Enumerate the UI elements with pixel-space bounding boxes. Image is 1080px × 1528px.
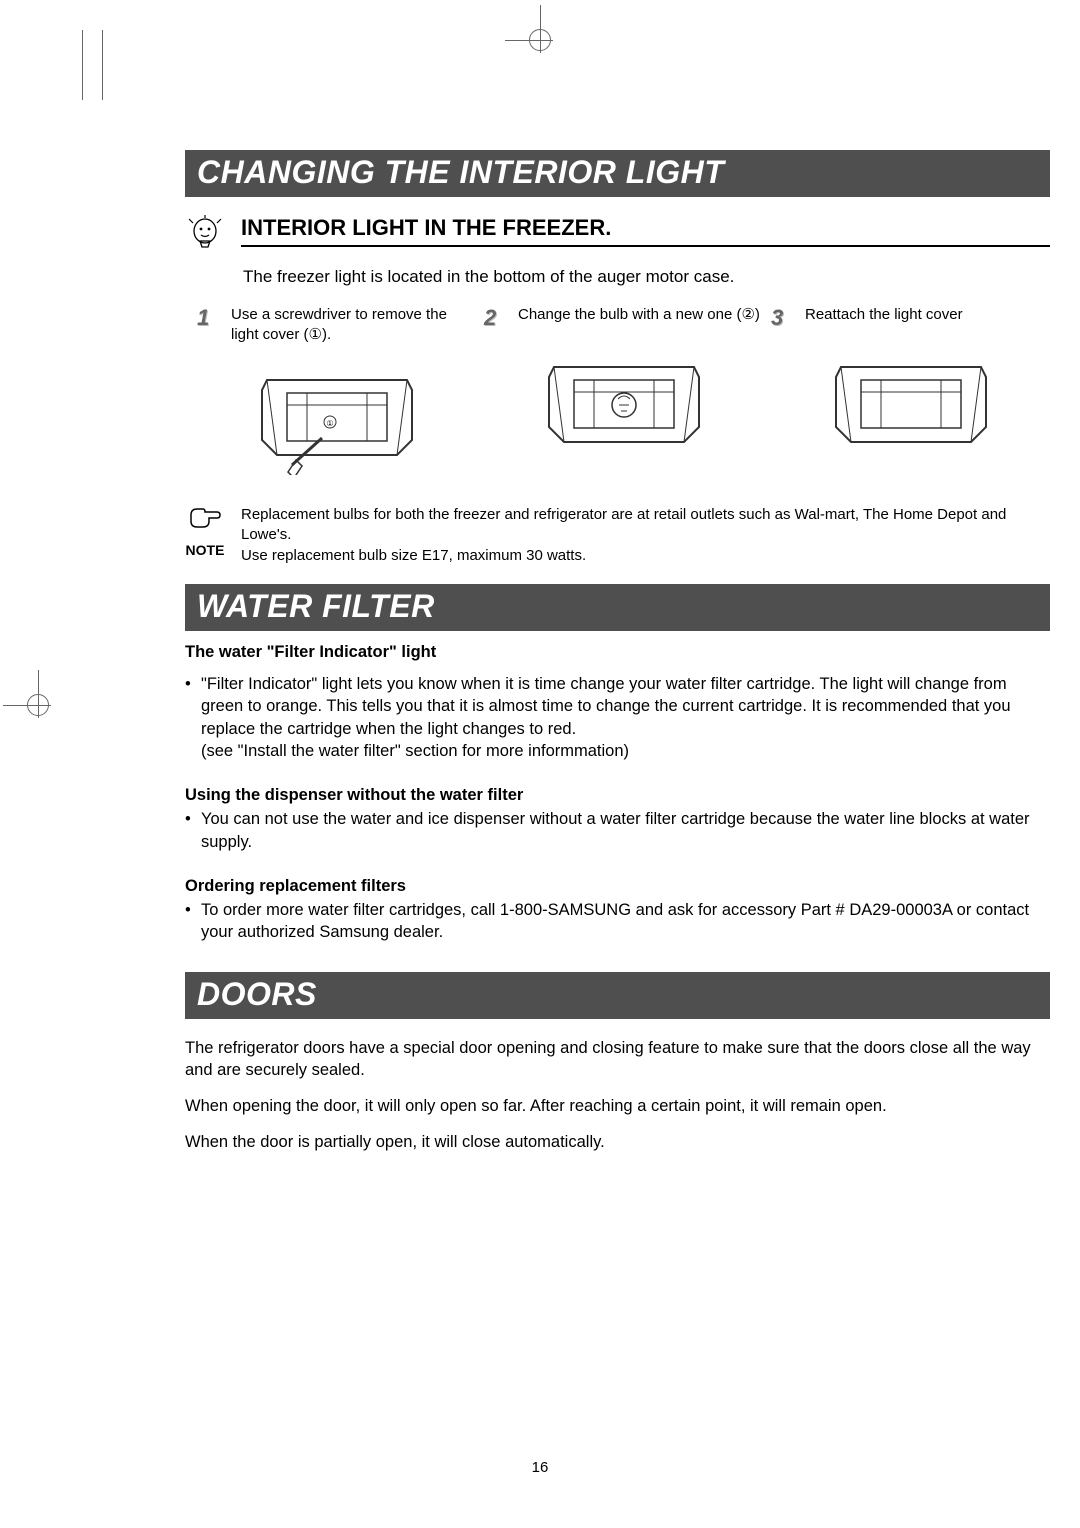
crop-mark-left — [18, 685, 58, 725]
wf-heading-1: The water "Filter Indicator" light — [185, 641, 1050, 663]
doors-p2: When opening the door, it will only open… — [185, 1095, 1050, 1117]
step-2: 2 Change the bulb with a new one (②) — [484, 305, 763, 475]
interior-light-heading-row: INTERIOR LIGHT IN THE FREEZER. — [185, 215, 1050, 255]
note-icon-col: NOTE — [185, 505, 225, 558]
banner-doors: DOORS — [185, 972, 1050, 1019]
note-line-2: Use replacement bulb size E17, maximum 3… — [241, 546, 1050, 566]
note-row: NOTE Replacement bulbs for both the free… — [185, 505, 1050, 566]
bullet-dot: • — [185, 808, 195, 853]
step-number: 1 — [197, 305, 221, 331]
side-rule — [102, 30, 103, 100]
banner-water-filter: WATER FILTER — [185, 584, 1050, 631]
banner-changing-light: CHANGING THE INTERIOR LIGHT — [185, 150, 1050, 197]
step-2-diagram — [484, 347, 763, 462]
wf-bullet-2: • You can not use the water and ice disp… — [185, 808, 1050, 853]
svg-text:①: ① — [326, 419, 333, 428]
step-1-diagram: ① — [197, 360, 476, 475]
step-text: Change the bulb with a new one (②) — [518, 305, 760, 325]
wf-heading-3: Ordering replacement filters — [185, 875, 1050, 897]
bulb-cartoon-icon — [185, 215, 225, 255]
interior-light-steps: 1 Use a screwdriver to remove the light … — [197, 305, 1050, 475]
wf-p1b: (see "Install the water filter" section … — [201, 742, 629, 760]
wf-bullet-1: • "Filter Indicator" light lets you know… — [185, 673, 1050, 762]
hand-point-icon — [187, 505, 223, 533]
note-line-1: Replacement bulbs for both the freezer a… — [241, 505, 1050, 546]
bullet-dot: • — [185, 673, 195, 762]
step-number: 2 — [484, 305, 508, 331]
bullet-dot: • — [185, 899, 195, 944]
doors-p3: When the door is partially open, it will… — [185, 1131, 1050, 1153]
wf-p2: You can not use the water and ice dispen… — [201, 808, 1050, 853]
page-number: 16 — [0, 1459, 1080, 1476]
step-text: Use a screwdriver to remove the light co… — [231, 305, 476, 344]
step-text: Reattach the light cover — [805, 305, 963, 325]
interior-light-subheading: INTERIOR LIGHT IN THE FREEZER. — [241, 215, 1050, 247]
step-number: 3 — [771, 305, 795, 331]
step-3-diagram — [771, 347, 1050, 462]
step-3: 3 Reattach the light cover — [771, 305, 1050, 475]
note-text: Replacement bulbs for both the freezer a… — [241, 505, 1050, 566]
wf-bullet-3: • To order more water filter cartridges,… — [185, 899, 1050, 944]
doors-p1: The refrigerator doors have a special do… — [185, 1037, 1050, 1082]
crop-mark-top — [520, 20, 560, 60]
wf-heading-2: Using the dispenser without the water fi… — [185, 784, 1050, 806]
page-content: CHANGING THE INTERIOR LIGHT INTERIOR LIG… — [185, 150, 1050, 1528]
wf-p3: To order more water filter cartridges, c… — [201, 899, 1050, 944]
note-label: NOTE — [185, 542, 225, 558]
interior-light-intro: The freezer light is located in the bott… — [243, 267, 1050, 287]
step-1: 1 Use a screwdriver to remove the light … — [197, 305, 476, 475]
wf-p1: "Filter Indicator" light lets you know w… — [201, 675, 1011, 738]
